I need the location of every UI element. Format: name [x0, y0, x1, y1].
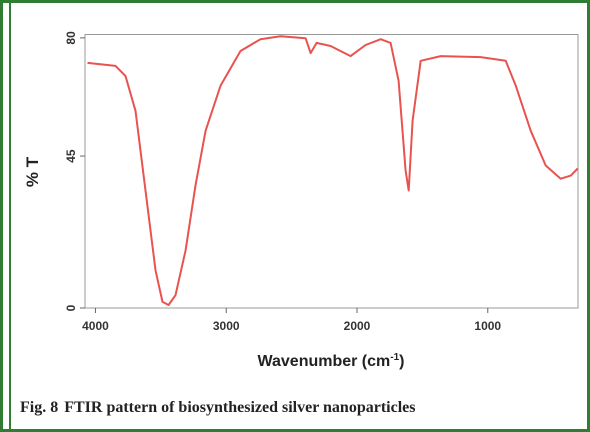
y-tick-label: 45	[64, 149, 78, 163]
x-tick-label: 2000	[344, 319, 371, 333]
caption: Fig. 8 FTIR pattern of biosynthesized sil…	[20, 399, 415, 416]
x-label-main: Wavenumber (cm	[257, 353, 390, 370]
spectrum-line	[87, 35, 579, 306]
plot-area	[84, 34, 579, 309]
x-tick-label: 3000	[213, 319, 240, 333]
y-axis-label: % T	[23, 156, 42, 187]
caption-label: Fig. 8	[20, 399, 58, 416]
x-tick-label: 4000	[82, 319, 109, 333]
y-tick-label: 0	[64, 304, 78, 311]
x-label-end: )	[399, 353, 404, 370]
x-label-sup: -1	[390, 352, 399, 363]
x-tick-label: 1000	[474, 319, 501, 333]
y-tick-label: 80	[64, 31, 78, 45]
x-axis-label: Wavenumber (cm-1)	[257, 352, 404, 370]
caption-text: FTIR pattern of biosynthesized silver na…	[64, 399, 415, 416]
